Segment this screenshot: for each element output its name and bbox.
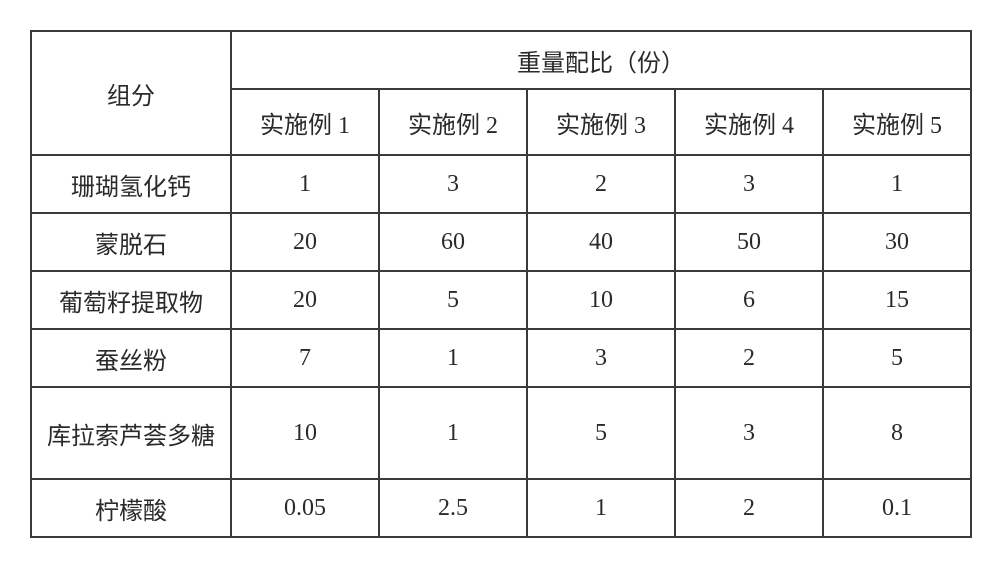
corner-header: 组分 [31,31,231,155]
cell: 20 [231,213,379,271]
column-header: 实施例 4 [675,89,823,155]
cell: 0.1 [823,479,971,537]
cell: 3 [379,155,527,213]
cell: 60 [379,213,527,271]
column-header: 实施例 1 [231,89,379,155]
cell: 3 [675,387,823,479]
cell: 0.05 [231,479,379,537]
cell: 5 [823,329,971,387]
table-row: 蚕丝粉 7 1 3 2 5 [31,329,971,387]
cell: 30 [823,213,971,271]
table-head: 组分 重量配比（份） 实施例 1 实施例 2 实施例 3 实施例 4 实施例 5 [31,31,971,155]
cell: 1 [231,155,379,213]
row-label: 柠檬酸 [31,479,231,537]
group-header: 重量配比（份） [231,31,971,89]
cell: 1 [823,155,971,213]
cell: 2.5 [379,479,527,537]
cell: 5 [379,271,527,329]
cell: 10 [231,387,379,479]
cell: 1 [527,479,675,537]
cell: 50 [675,213,823,271]
row-label: 蚕丝粉 [31,329,231,387]
table-row: 库拉索芦荟多糖 10 1 5 3 8 [31,387,971,479]
row-label: 蒙脱石 [31,213,231,271]
column-header: 实施例 5 [823,89,971,155]
row-label: 葡萄籽提取物 [31,271,231,329]
cell: 2 [675,329,823,387]
cell: 5 [527,387,675,479]
data-table-container: 组分 重量配比（份） 实施例 1 实施例 2 实施例 3 实施例 4 实施例 5… [30,30,970,538]
cell: 20 [231,271,379,329]
table-row: 柠檬酸 0.05 2.5 1 2 0.1 [31,479,971,537]
cell: 2 [527,155,675,213]
table-row: 蒙脱石 20 60 40 50 30 [31,213,971,271]
table-body: 珊瑚氢化钙 1 3 2 3 1 蒙脱石 20 60 40 50 30 葡萄籽提取… [31,155,971,537]
cell: 2 [675,479,823,537]
cell: 8 [823,387,971,479]
cell: 6 [675,271,823,329]
cell: 1 [379,387,527,479]
cell: 1 [379,329,527,387]
cell: 3 [527,329,675,387]
table-row: 葡萄籽提取物 20 5 10 6 15 [31,271,971,329]
cell: 7 [231,329,379,387]
cell: 3 [675,155,823,213]
column-header: 实施例 3 [527,89,675,155]
data-table: 组分 重量配比（份） 实施例 1 实施例 2 实施例 3 实施例 4 实施例 5… [30,30,972,538]
row-label: 库拉索芦荟多糖 [31,387,231,479]
table-row: 珊瑚氢化钙 1 3 2 3 1 [31,155,971,213]
cell: 40 [527,213,675,271]
column-header: 实施例 2 [379,89,527,155]
row-label: 珊瑚氢化钙 [31,155,231,213]
cell: 15 [823,271,971,329]
cell: 10 [527,271,675,329]
